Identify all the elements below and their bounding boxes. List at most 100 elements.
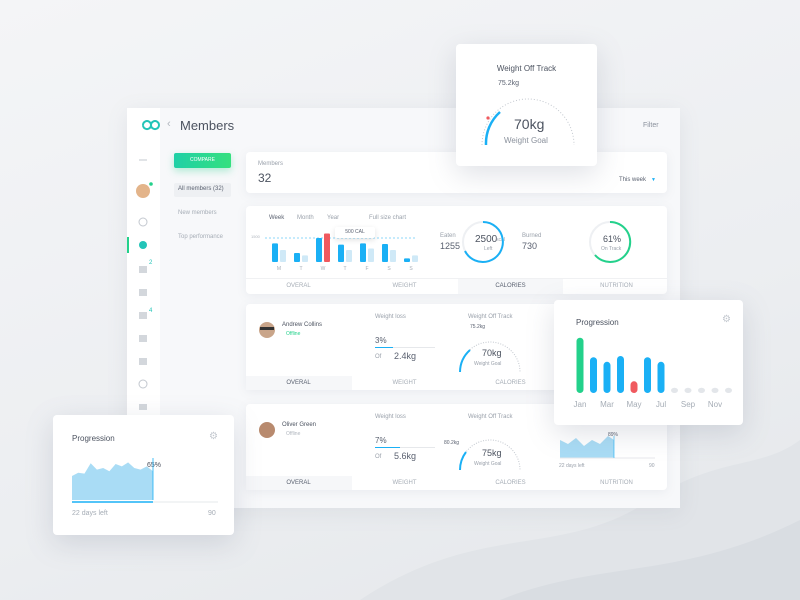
period-select[interactable]: This week <box>619 177 647 183</box>
tab[interactable]: WEIGHT <box>392 480 417 486</box>
loss: 3% <box>375 336 387 345</box>
weight-track-card: Weight Off Track 75.2kg 70kg Weight Goal <box>456 44 597 166</box>
tab[interactable]: WEIGHT <box>392 283 417 289</box>
tab[interactable]: CALORIES <box>495 480 526 486</box>
bar <box>382 244 388 262</box>
avatar <box>136 184 150 198</box>
label: Weight Goal <box>474 361 502 367</box>
bar <box>316 238 322 262</box>
icon[interactable] <box>139 266 147 273</box>
bar <box>338 244 344 262</box>
filter[interactable]: Filter <box>643 122 659 129</box>
icon[interactable] <box>139 404 147 410</box>
nav-item[interactable]: All members (32) <box>178 186 224 192</box>
month-label: Sep <box>681 400 696 409</box>
loss: 7% <box>375 436 387 445</box>
status-dot <box>149 182 153 186</box>
label: Weight Goal <box>504 136 548 145</box>
icon[interactable] <box>139 335 147 342</box>
value: 2500 <box>475 234 498 245</box>
link[interactable]: Full size chart <box>369 215 407 221</box>
days-left: 22 days left <box>559 463 585 469</box>
tab[interactable]: NUTRITION <box>600 283 633 289</box>
icon <box>138 217 148 227</box>
unit: kcal <box>496 237 505 243</box>
month-label: May <box>626 400 641 409</box>
bar <box>684 387 692 393</box>
gauge <box>481 98 575 146</box>
day-label: M <box>277 266 281 272</box>
nav-item[interactable]: New members <box>178 210 217 216</box>
value: 730 <box>522 241 538 251</box>
area <box>72 462 153 500</box>
range-tab[interactable]: Year <box>327 215 340 221</box>
bar <box>603 361 611 393</box>
progress-track <box>375 347 435 348</box>
tab[interactable]: OVERAL <box>286 380 311 386</box>
tab[interactable]: CALORIES <box>495 380 526 386</box>
tab[interactable]: CALORIES <box>495 283 526 289</box>
bar <box>412 255 418 262</box>
current: 80.2kg <box>444 440 460 446</box>
card-title: Weight Off Track <box>496 64 557 73</box>
compare-button[interactable]: COMPARE <box>174 153 231 168</box>
tab[interactable]: OVERAL <box>286 480 311 486</box>
tab[interactable]: NUTRITION <box>600 480 633 486</box>
bar <box>590 357 597 393</box>
card-title: Progression <box>72 434 115 443</box>
value: 1255 <box>440 241 461 251</box>
nav-item[interactable]: Top performance <box>178 234 224 240</box>
label: Of <box>375 454 382 460</box>
gauge-fill <box>459 451 467 471</box>
dropdown-arrow[interactable]: ▼ <box>651 177 656 183</box>
tab[interactable]: OVERAL <box>286 283 311 289</box>
progress-fill <box>375 447 400 448</box>
ring <box>464 221 504 263</box>
logo <box>142 120 160 131</box>
icon[interactable] <box>139 358 147 365</box>
icon[interactable] <box>138 379 148 389</box>
bar <box>280 250 286 262</box>
label: Left <box>484 246 493 252</box>
back-arrow[interactable]: ‹ <box>167 118 171 130</box>
target: 90 <box>649 463 655 469</box>
wave <box>500 520 800 600</box>
days-left: 22 days left <box>72 510 108 517</box>
bar <box>617 355 624 393</box>
current: 75.2kg <box>498 80 520 87</box>
range-tab[interactable]: Month <box>297 215 314 221</box>
bar <box>404 258 410 262</box>
member-count: 32 <box>258 171 272 185</box>
icon[interactable] <box>139 289 147 296</box>
avatar-glasses <box>260 327 274 330</box>
range-tab[interactable]: Week <box>269 215 285 221</box>
label: Weight Off Track <box>468 314 513 320</box>
icon[interactable] <box>139 312 147 319</box>
bar <box>630 381 638 393</box>
bar <box>576 337 584 393</box>
label: Weight Off Track <box>468 414 513 420</box>
bar <box>324 233 330 262</box>
progress: 89% <box>608 432 619 438</box>
bar <box>272 243 278 262</box>
settings-icon[interactable]: ⚙ <box>722 314 731 325</box>
label: Eaten <box>440 233 456 239</box>
settings-icon[interactable]: ⚙ <box>209 431 218 442</box>
label: Weight loss <box>375 414 406 420</box>
current: 75.2kg <box>470 324 486 330</box>
tab[interactable]: WEIGHT <box>392 380 417 386</box>
month-label: Jul <box>656 400 666 409</box>
gauge-fill <box>484 111 501 146</box>
day-label: S <box>387 266 391 272</box>
nav-active-bg <box>174 183 231 197</box>
active-indicator <box>127 237 129 253</box>
bar <box>671 387 678 393</box>
icon[interactable] <box>139 241 147 249</box>
gauge-fill <box>459 349 471 373</box>
